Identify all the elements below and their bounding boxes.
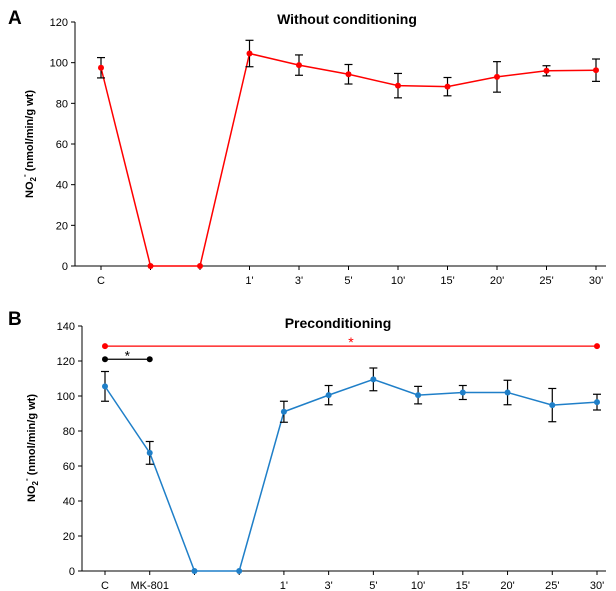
panel-b-significance-end [594, 343, 600, 350]
panel-b-data-point [594, 399, 600, 406]
panel-a-y-axis-label: NO2- (nmol/min/g wt) [20, 90, 38, 198]
panel-a: A Without conditioning NO2- (nmol/min/g … [8, 8, 606, 287]
panel-a-data-point [197, 263, 203, 269]
panel-b-significance-end [102, 343, 108, 350]
panel-b-data-point [146, 449, 153, 456]
panel-b-y-axis-label: NO2- (nmol/min/g wt) [22, 394, 40, 502]
panel-b: B Preconditioning NO2- (nmol/min/g wt) 0… [8, 309, 606, 591]
panel-b-data-point [459, 389, 466, 396]
panel-b-significance-star: * [348, 334, 354, 350]
panel-a-y-tick-label: 40 [56, 180, 68, 192]
panel-a-series-line [100, 52, 597, 267]
panel-b-series-line [104, 378, 598, 572]
panel-b-data-point [280, 408, 287, 415]
panel-a-y-tick-label: 20 [56, 220, 68, 232]
panel-a-data-point [444, 83, 451, 90]
panel-a-x-tick-label: 20' [490, 275, 504, 287]
panel-b-x-tick-label: 20' [500, 580, 514, 591]
panel-a-data-point [395, 82, 401, 89]
panel-b-x-tick-label: 10' [411, 580, 425, 591]
panel-a-x-tick-label: 15' [440, 275, 454, 287]
panel-b-x-tick-label: 1' [280, 580, 288, 591]
panel-a-y-tick-label: 0 [62, 261, 68, 273]
panel-a-data-point [147, 263, 154, 269]
panel-a-marks [97, 39, 600, 269]
panel-b-y-tick-label: 80 [63, 426, 75, 438]
panel-b-significance-end [146, 356, 153, 363]
panel-a-data-point [246, 50, 253, 57]
panel-b-data-point [191, 568, 198, 574]
panel-b-data-point [325, 392, 332, 399]
panel-a-title: Without conditioning [277, 11, 417, 27]
panel-a-data-point [494, 73, 500, 80]
panel-b-y-tick-label: 0 [69, 566, 75, 578]
panel-a-x-tick-label: 5' [344, 275, 352, 287]
panel-b-data-point [370, 376, 377, 383]
panel-b-y-tick-label: 40 [63, 496, 75, 508]
panel-a-y-tick-label: 80 [56, 98, 68, 110]
panel-b-data-point [504, 389, 511, 396]
panel-b-significance: ** [102, 334, 600, 363]
panel-a-data-point [345, 71, 352, 78]
panel-a-y-tick-label: 60 [56, 139, 68, 151]
panel-a-x-tick-label: 3' [295, 275, 303, 287]
panel-b-x-tick-label: 15' [456, 580, 470, 591]
panel-a-y-tick-label: 100 [50, 58, 68, 70]
panel-b-x-tick-label: 3' [325, 580, 333, 591]
panel-b-y-tick-label: 140 [57, 321, 75, 333]
panel-a-y-tick-label: 120 [50, 17, 68, 29]
panel-a-data-point [543, 67, 550, 74]
panel-a-x-tick-label: C [97, 275, 105, 287]
panel-a-data-point [593, 67, 599, 74]
panel-b-data-point [236, 568, 243, 574]
panel-b-data-point [415, 392, 422, 399]
panel-b-data-point [549, 402, 556, 409]
panel-a-data-point [296, 62, 302, 69]
panel-b-x-tick-label: 5' [369, 580, 377, 591]
panel-a-axes: 0 20 40 60 80 100 120 C 1' 3' 5' 10' 15' 20' 25' 30' [50, 17, 606, 287]
panel-b-significance-star: * [125, 347, 131, 363]
panel-b-data-point [102, 383, 108, 390]
panel-b-y-tick-label: 20 [63, 531, 75, 543]
panel-a-x-tick-label: 30' [589, 275, 603, 287]
panel-b-x-tick-label: 30' [590, 580, 604, 591]
panel-b-y-tick-label: 120 [57, 356, 75, 368]
panel-b-significance-end [102, 356, 108, 363]
panel-b-y-tick-label: 60 [63, 461, 75, 473]
panel-a-label: A [8, 8, 22, 29]
panel-a-x-tick-label: 10' [391, 275, 405, 287]
panel-b-x-tick-label: 25' [545, 580, 559, 591]
panel-a-x-tick-label: 25' [539, 275, 553, 287]
panel-b-title: Preconditioning [285, 315, 392, 331]
panel-b-y-tick-label: 100 [57, 391, 75, 403]
panel-b-x-tick-label: MK-801 [130, 580, 169, 591]
panel-a-data-point [98, 64, 104, 71]
panel-b-axes: 0 20 40 60 80 100 120 140 C MK-801 1' 3' 5' 10' 15' 20'… [57, 321, 606, 591]
panel-a-x-tick-label: 1' [245, 275, 253, 287]
panel-b-label: B [8, 309, 22, 330]
panel-b-marks [101, 367, 601, 574]
panel-b-x-tick-label: C [101, 580, 109, 591]
